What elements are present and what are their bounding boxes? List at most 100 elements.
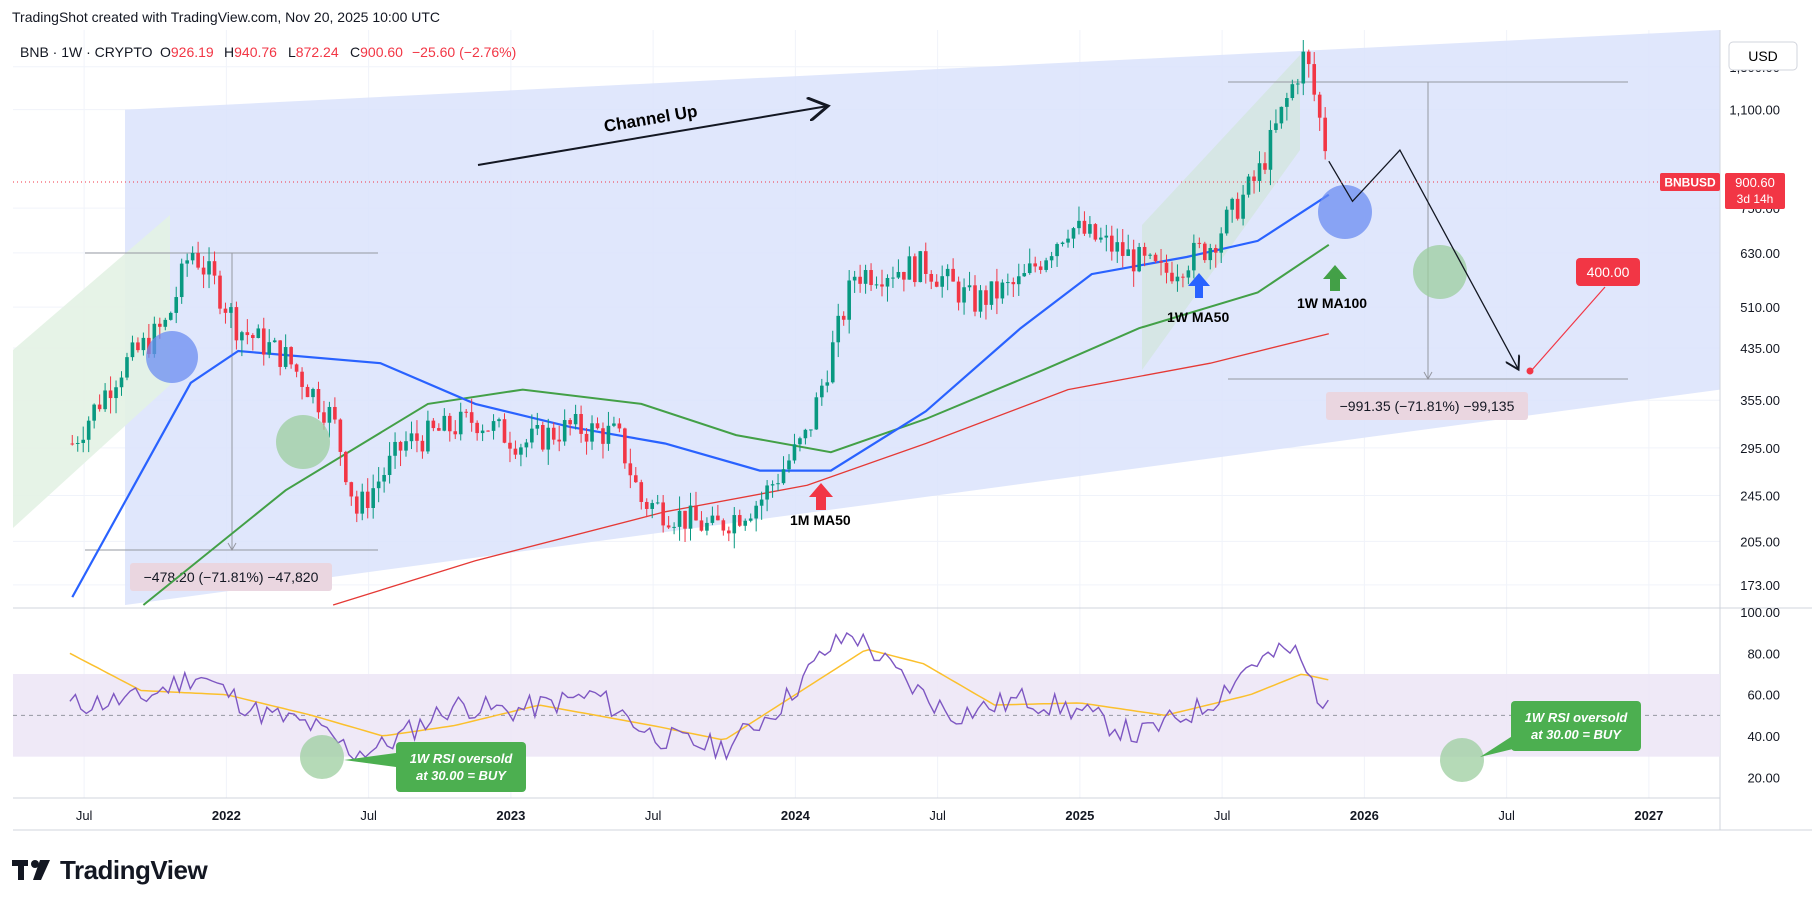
candle-body [185,260,189,264]
candle-body [672,526,676,528]
candle-body [201,267,206,275]
time-tick-label: 2023 [496,808,525,823]
candle-body [322,412,326,423]
bar-countdown-text: 3d 14h [1737,192,1774,206]
measure-2022-label-box[interactable] [130,563,332,591]
candle-body [1285,98,1289,107]
candle-body [836,315,841,343]
candle-body [207,261,211,275]
rsi-line[interactable] [69,631,1329,761]
candle-body [119,377,124,388]
candle-body [360,491,365,514]
channel-up-arrow[interactable] [477,106,828,166]
candle-body [267,342,272,355]
rsi-note-box-1[interactable] [396,742,526,792]
candle-body [508,442,512,449]
candle-body [245,332,250,336]
candle-body [743,520,748,526]
candle-body [475,422,479,434]
candle-body [1257,163,1262,181]
candle-body [256,328,261,338]
candle-body [694,505,698,521]
channel-up-band[interactable] [125,30,1720,605]
currency-button[interactable] [1728,41,1798,71]
legend-low: 872.24 [296,44,339,60]
chart-header-caption: TradingShot created with TradingView.com… [12,9,441,25]
rsi-note-pointer-1 [344,753,396,767]
candle-body [81,439,86,443]
rsi-ma-line[interactable] [69,649,1329,741]
candle-body [551,427,556,440]
candle-body [480,430,485,434]
candle-body [858,276,862,284]
rsi-note-box-2[interactable] [1511,701,1641,751]
candle-body [190,252,195,261]
tradingview-logo[interactable]: TradingView [12,855,208,885]
candle-body [103,390,107,410]
target-price-box[interactable] [1576,258,1640,286]
candle-body [1323,117,1327,152]
projection-path[interactable] [1328,148,1519,370]
candle-body [1219,233,1224,253]
candle-body [661,502,665,526]
candle-body [721,520,726,531]
candle-body [530,428,534,443]
candle-body [1137,246,1141,272]
candle-body [497,419,501,422]
ma50-1m-line[interactable] [332,333,1329,606]
candle-body [469,412,474,423]
candle-body [218,275,222,309]
legend-change: −25.60 (−2.76%) [412,44,516,60]
candle-body [130,342,135,358]
candle-body [97,404,102,410]
pattern-band-2021[interactable] [13,215,170,528]
candle-body [595,423,600,429]
candle-body [404,441,408,451]
candlestick-series[interactable] [70,40,1327,549]
rsi-tick-label: 40.00 [1747,729,1780,744]
candle-body [579,414,583,434]
candle-body [617,423,622,429]
ma50-1m-up-arrow-icon [809,483,833,510]
candle-body [174,297,179,313]
price-axis[interactable]: 1,300.001,100.00750.00630.00510.00435.00… [1729,60,1780,593]
ma100-1w-line[interactable] [142,243,1330,606]
candle-body [354,496,359,514]
candle-body [874,284,879,286]
candle-body [261,328,266,355]
candle-body [1268,129,1273,170]
candle-body [125,357,129,378]
rsi-axis[interactable]: 100.00 80.00 60.00 40.00 20.00 [1740,605,1780,785]
candle-body [880,284,884,287]
candle-body [311,389,315,398]
pattern-band-2025[interactable] [1142,55,1300,370]
measure-2025-label-box[interactable] [1326,392,1528,420]
touch-circle-green-2022 [276,415,330,469]
candle-body [70,443,75,445]
candle-body [650,503,655,509]
last-price-text: 900.60 [1735,175,1775,190]
candle-body [442,415,447,431]
candle-body [945,268,950,277]
candle-body [1104,235,1109,238]
price-tick-label: 355.00 [1740,393,1780,408]
candle-body [1164,262,1169,273]
rsi-note-2-line2: at 30.00 = BUY [1531,727,1622,742]
candle-body [283,347,288,367]
time-axis[interactable]: Jul 2022 Jul 2023 Jul 2024 Jul 2025 Jul 2026 Jul 20… [76,808,1664,823]
candle-body [1049,256,1054,261]
measure-tools[interactable]: −478.20 (−71.81%) −47,820 −991.35 (−71.81… [85,81,1628,591]
candle-body [803,429,808,439]
candle-body [426,420,430,452]
candle-body [229,307,233,313]
candle-body [240,332,244,341]
candle-body [1241,194,1245,219]
candle-body [590,423,594,442]
candle-body [1066,238,1070,243]
rsi-oversold-circle-2026 [1440,738,1484,782]
candle-body [606,425,611,444]
candle-body [223,308,228,313]
candle-body [776,483,780,485]
candle-body [1120,242,1125,256]
